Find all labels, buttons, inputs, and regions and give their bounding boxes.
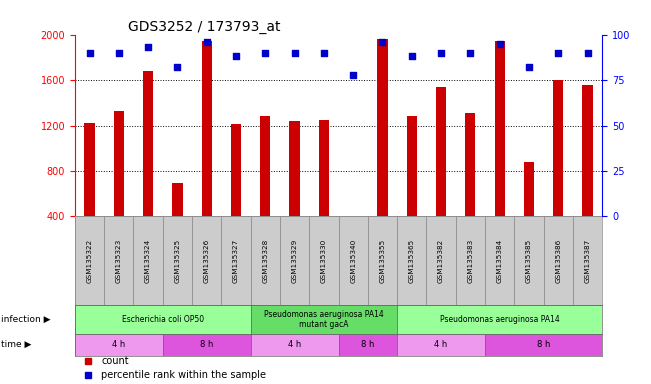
Text: 8 h: 8 h <box>361 340 374 349</box>
Text: GSM135325: GSM135325 <box>174 239 180 283</box>
Bar <box>524 162 534 217</box>
Bar <box>251 217 280 305</box>
Text: Pseudomonas aeruginosa PA14: Pseudomonas aeruginosa PA14 <box>440 315 559 324</box>
Bar <box>280 217 309 305</box>
Bar <box>456 217 485 305</box>
Text: GSM135365: GSM135365 <box>409 239 415 283</box>
Point <box>583 50 593 56</box>
Bar <box>75 334 163 356</box>
Text: 4 h: 4 h <box>434 340 448 349</box>
Text: GSM135387: GSM135387 <box>585 239 590 283</box>
Text: GSM135330: GSM135330 <box>321 239 327 283</box>
Text: count: count <box>102 356 129 366</box>
Point <box>348 71 358 78</box>
Point <box>406 53 417 60</box>
Text: Escherichia coli OP50: Escherichia coli OP50 <box>122 315 204 324</box>
Text: GSM135322: GSM135322 <box>87 239 92 283</box>
Bar <box>485 217 514 305</box>
Bar <box>221 217 251 305</box>
Bar <box>163 334 251 356</box>
Text: GSM135327: GSM135327 <box>233 239 239 283</box>
Bar <box>339 334 397 356</box>
Text: GSM135340: GSM135340 <box>350 239 356 283</box>
Text: time ▶: time ▶ <box>1 340 32 349</box>
Bar <box>573 217 602 305</box>
Bar <box>309 217 339 305</box>
Bar <box>231 124 241 217</box>
Bar <box>290 121 299 217</box>
Text: GSM135326: GSM135326 <box>204 239 210 283</box>
Bar <box>378 39 387 217</box>
Text: GSM135355: GSM135355 <box>380 239 385 283</box>
Bar <box>368 217 397 305</box>
Bar <box>495 41 505 217</box>
Point <box>495 41 505 47</box>
Bar <box>163 217 192 305</box>
Text: Pseudomonas aeruginosa PA14
mutant gacA: Pseudomonas aeruginosa PA14 mutant gacA <box>264 310 383 329</box>
Bar <box>85 123 94 217</box>
Point <box>260 50 271 56</box>
Text: GSM135386: GSM135386 <box>555 239 561 283</box>
Point <box>289 50 299 56</box>
Text: 4 h: 4 h <box>112 340 126 349</box>
Bar <box>75 217 104 305</box>
Bar <box>514 217 544 305</box>
Text: GDS3252 / 173793_at: GDS3252 / 173793_at <box>128 20 280 33</box>
Text: GSM135324: GSM135324 <box>145 239 151 283</box>
Bar <box>465 113 475 217</box>
Bar <box>319 120 329 217</box>
Point <box>85 50 95 56</box>
Bar <box>339 217 368 305</box>
Point <box>319 50 329 56</box>
Point <box>523 64 534 70</box>
Bar <box>544 217 573 305</box>
Bar <box>143 71 153 217</box>
Bar <box>436 87 446 217</box>
Point <box>553 50 564 56</box>
Bar <box>553 80 563 217</box>
Bar <box>348 217 358 218</box>
Bar <box>485 334 602 356</box>
Bar <box>407 116 417 217</box>
Point <box>143 44 154 50</box>
Point <box>114 50 124 56</box>
Bar <box>251 334 339 356</box>
Text: GSM135383: GSM135383 <box>467 239 473 283</box>
Bar <box>104 217 133 305</box>
Bar <box>260 116 270 217</box>
Bar <box>173 184 182 217</box>
Bar <box>75 305 251 334</box>
Bar <box>397 334 485 356</box>
Text: GSM135328: GSM135328 <box>262 239 268 283</box>
Bar <box>114 111 124 217</box>
Bar <box>251 305 397 334</box>
Text: GSM135382: GSM135382 <box>438 239 444 283</box>
Text: percentile rank within the sample: percentile rank within the sample <box>102 370 266 380</box>
Text: 8 h: 8 h <box>537 340 550 349</box>
Bar <box>202 41 212 217</box>
Bar <box>583 84 592 217</box>
Text: GSM135323: GSM135323 <box>116 239 122 283</box>
Text: GSM135384: GSM135384 <box>497 239 503 283</box>
Text: infection ▶: infection ▶ <box>1 315 51 324</box>
Bar <box>192 217 221 305</box>
Bar <box>397 217 426 305</box>
Bar <box>133 217 163 305</box>
Point <box>436 50 447 56</box>
Bar <box>397 305 602 334</box>
Text: 4 h: 4 h <box>288 340 301 349</box>
Text: GSM135329: GSM135329 <box>292 239 298 283</box>
Bar <box>426 217 456 305</box>
Point <box>231 53 242 60</box>
Text: 8 h: 8 h <box>200 340 214 349</box>
Point <box>173 64 183 70</box>
Point <box>202 39 212 45</box>
Point <box>465 50 476 56</box>
Point <box>378 39 388 45</box>
Text: GSM135385: GSM135385 <box>526 239 532 283</box>
